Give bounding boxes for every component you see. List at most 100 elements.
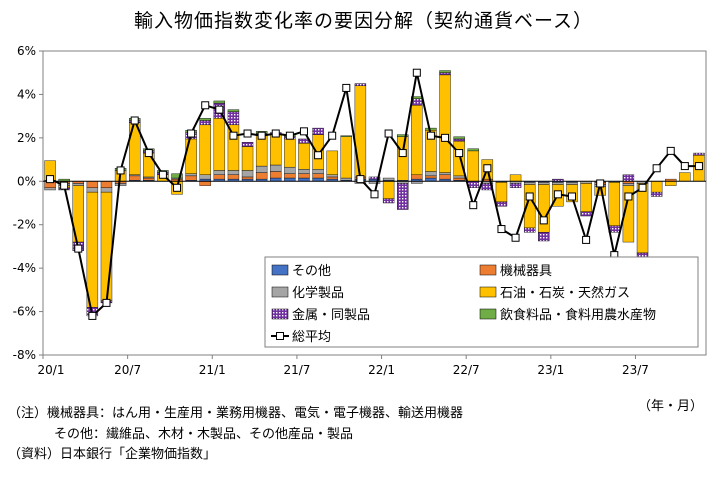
bar-segment: [72, 183, 84, 186]
bar-segment: [100, 187, 113, 193]
legend-swatch: [271, 264, 289, 276]
bar-segment: [580, 183, 592, 212]
y-tick-label: -6%: [13, 305, 36, 319]
total-point: [370, 190, 379, 199]
total-point: [483, 164, 492, 173]
bar-segment: [100, 181, 113, 189]
total-point: [144, 149, 153, 158]
total-point: [243, 129, 252, 138]
total-point: [582, 235, 591, 244]
bar-segment: [199, 174, 211, 180]
legend-label: 機械器具: [500, 264, 552, 279]
bar-segment: [199, 181, 211, 186]
bar-segment: [312, 169, 324, 174]
bar-segment: [425, 127, 437, 131]
bar-segment: [241, 170, 254, 178]
bar-segment: [397, 136, 409, 181]
bar-segment: [622, 174, 635, 182]
bar-segment: [439, 172, 451, 175]
bar-segment: [538, 182, 550, 185]
bar-segment: [580, 211, 592, 217]
bar-segment: [326, 150, 338, 175]
bar-segment: [312, 173, 324, 179]
x-tick-label: 20/1: [38, 363, 65, 377]
bar-segment: [100, 191, 113, 301]
bar-segment: [411, 174, 423, 180]
bar-segment: [495, 201, 508, 207]
bar-segment: [312, 127, 324, 135]
bar-segment: [298, 173, 310, 179]
bar-segment: [382, 177, 395, 181]
total-point: [116, 166, 125, 175]
bar-segment: [382, 198, 395, 204]
bar-segment: [397, 183, 409, 210]
bar-segment: [227, 111, 240, 126]
bar-segment: [326, 176, 338, 180]
bar-segment: [509, 183, 522, 188]
y-tick-label: -8%: [13, 348, 36, 362]
legend-label: 飲食料品・食料用農水産物: [500, 307, 656, 323]
y-tick-label: 2%: [17, 131, 36, 145]
total-point: [680, 162, 689, 171]
x-tick-label: 20/7: [114, 363, 141, 377]
x-unit-label: （年・月）: [638, 399, 704, 414]
note-line-2: その他：繊維品、木材・木製品、その他産品・製品: [54, 427, 354, 442]
bar-segment: [227, 174, 240, 180]
bar-segment: [213, 100, 226, 104]
total-point: [215, 105, 224, 114]
bars: [44, 70, 705, 317]
bar-segment: [622, 185, 635, 243]
bar-segment: [340, 177, 352, 181]
bar-segment: [538, 232, 550, 242]
total-point: [60, 181, 69, 190]
x-tick-label: 21/7: [283, 363, 310, 377]
legend-label-total: 総平均: [292, 330, 331, 345]
total-point: [441, 133, 450, 142]
x-tick-label: 22/7: [453, 363, 480, 377]
total-point: [412, 68, 421, 77]
total-point: [173, 183, 182, 192]
bar-segment: [340, 135, 352, 137]
legend-swatch: [479, 264, 497, 276]
total-point: [130, 116, 139, 125]
bar-segment: [213, 174, 226, 180]
total-point: [74, 244, 83, 253]
bar-segment: [213, 118, 226, 171]
bar-segment: [86, 187, 99, 193]
bar-segment: [439, 174, 451, 180]
bar-segment: [270, 134, 282, 166]
bar-segment: [411, 105, 423, 175]
total-point: [567, 192, 576, 201]
bar-segment: [255, 135, 268, 167]
total-point: [46, 175, 55, 184]
bar-segment: [566, 182, 578, 185]
bar-segment: [185, 138, 197, 174]
legend-marker: [276, 332, 284, 340]
bar-segment: [382, 181, 395, 199]
bar-segment: [270, 171, 282, 179]
bar-segment: [665, 181, 677, 186]
total-point: [299, 127, 308, 136]
note-line-1: （注）機械器具：はん用・生産用・業務用機器、電気・電子機器、輸送用機器: [8, 406, 464, 421]
total-line: [46, 68, 703, 320]
bar-segment: [622, 183, 635, 186]
bar-segment: [298, 143, 310, 170]
note-source: （資料）日本銀行「企業物価指数」: [8, 447, 217, 462]
bar-segment: [185, 173, 197, 177]
y-tick-label: -4%: [13, 261, 36, 275]
bar-segment: [241, 146, 254, 171]
bar-segment: [185, 175, 197, 181]
bar-segment: [368, 176, 381, 180]
bar-segment: [467, 148, 479, 152]
chart-title: 輸入物価指数変化率の要因分解（契約通貨ベース）: [133, 10, 594, 32]
x-tick-label: 23/7: [622, 363, 649, 377]
total-point: [187, 129, 196, 138]
x-tick-label: 23/1: [537, 363, 564, 377]
total-point: [539, 216, 548, 225]
bar-segment: [255, 165, 268, 173]
total-point: [342, 83, 351, 92]
bar-segment: [143, 177, 155, 181]
bar-segment: [354, 83, 367, 86]
